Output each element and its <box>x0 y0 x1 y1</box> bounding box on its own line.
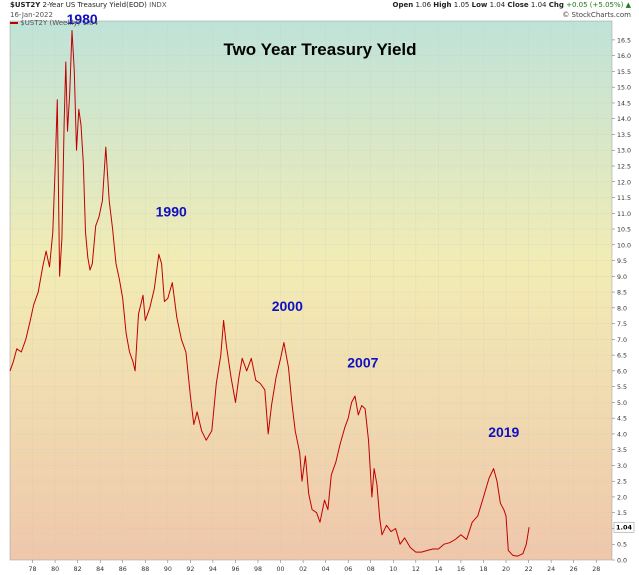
y-tick-label: 14.5 <box>617 100 631 107</box>
open-label: Open <box>392 1 414 9</box>
x-tick-label: 96 <box>231 566 239 573</box>
ticker-description: 2-Year US Treasury Yield(EOD) <box>42 1 147 9</box>
x-tick-label: 04 <box>322 566 330 573</box>
ticker-symbol[interactable]: $UST2Y <box>10 1 41 9</box>
x-tick-label: 92 <box>186 566 194 573</box>
y-tick-label: 4.5 <box>617 416 627 423</box>
y-tick-label: 12.0 <box>617 179 631 186</box>
y-tick-label: 11.0 <box>617 211 631 218</box>
x-tick-label: 82 <box>74 566 82 573</box>
high-label: High <box>433 1 452 9</box>
y-tick-label: 4.0 <box>617 431 627 438</box>
y-tick-label: 3.0 <box>617 463 627 470</box>
low-label: Low <box>471 1 488 9</box>
y-tick-label: 5.0 <box>617 400 627 407</box>
y-tick-label: 2.0 <box>617 494 627 501</box>
y-tick-label: 15.0 <box>617 85 631 92</box>
x-tick-label: 84 <box>96 566 104 573</box>
y-tick-label: 11.5 <box>617 195 631 202</box>
x-tick-label: 10 <box>389 566 397 573</box>
y-tick-label: 13.0 <box>617 148 631 155</box>
y-tick-label: 14.0 <box>617 116 631 123</box>
annotations: 1980 1990 2000 2007 2019 <box>67 11 520 440</box>
x-tick-label: 28 <box>592 566 600 573</box>
y-tick-label: 5.5 <box>617 384 627 391</box>
y-tick-label: 8.0 <box>617 305 627 312</box>
legend-swatch-icon <box>10 22 18 24</box>
y-tick-label: 7.5 <box>617 321 627 328</box>
annotation-label: 2000 <box>272 298 303 314</box>
yield-line <box>9 30 530 557</box>
annotation-label: 2019 <box>488 424 519 440</box>
chart-header-bottom: 16-Jan-2022 © StockCharts.com <box>0 11 639 21</box>
annotation-label: 2007 <box>347 355 378 371</box>
x-tick-label: 24 <box>547 566 555 573</box>
chg-label: Chg <box>548 1 564 9</box>
x-tick-label: 90 <box>164 566 172 573</box>
y-tick-label: 9.0 <box>617 274 627 281</box>
x-tick-label: 98 <box>254 566 262 573</box>
x-tick-label: 22 <box>525 566 533 573</box>
y-tick-label: 13.5 <box>617 132 631 139</box>
y-tick-label: 6.5 <box>617 353 627 360</box>
y-tick-label: 16.5 <box>617 37 631 44</box>
chart-date: 16-Jan-2022 <box>10 11 53 19</box>
x-tick-label: 02 <box>299 566 307 573</box>
last-value-box <box>613 521 635 533</box>
y-tick-label: 0.5 <box>617 542 627 549</box>
x-tick-label: 26 <box>570 566 578 573</box>
x-axis: 78 80 82 84 86 88 90 92 94 96 98 00 02 04 06 08 10 12 14 16… <box>29 560 600 573</box>
legend: $UST2Y (Weekly) 1.04 <box>10 19 98 27</box>
y-tick-label: 0.0 <box>617 558 627 565</box>
chart-header-top: $UST2Y 2-Year US Treasury Yield(EOD) IND… <box>0 1 639 11</box>
y-tick-label: 8.5 <box>617 290 627 297</box>
legend-label: $UST2Y (Weekly) 1.04 <box>20 19 99 27</box>
low-value: 1.04 <box>489 1 506 9</box>
y-tick-label: 16.0 <box>617 53 631 60</box>
stockcharts-logo[interactable]: © StockCharts.com <box>562 11 631 19</box>
high-value: 1.05 <box>453 1 470 9</box>
chart-title: Two Year Treasury Yield <box>223 40 416 59</box>
plot-area <box>9 20 613 561</box>
ticker-exchange: INDX <box>149 1 167 9</box>
chg-value: +0.05 (+5.05%) <box>566 1 624 9</box>
annotation-label: 1980 <box>67 11 98 27</box>
annotation-label: 1990 <box>156 203 187 219</box>
x-tick-label: 14 <box>434 566 442 573</box>
y-tick-label: 6.0 <box>617 368 627 375</box>
last-value-text: 1.04 <box>616 524 633 532</box>
y-tick-label: 7.0 <box>617 337 627 344</box>
open-value: 1.06 <box>415 1 432 9</box>
last-value-badge: 1.04 <box>613 521 635 533</box>
close-label: Close <box>507 1 529 9</box>
x-tick-label: 00 <box>277 566 285 573</box>
y-axis: 0.00.51.01.52.02.53.03.54.04.55.05.56.06… <box>612 37 631 565</box>
x-tick-label: 16 <box>457 566 465 573</box>
x-tick-label: 86 <box>119 566 127 573</box>
y-tick-label: 3.5 <box>617 447 627 454</box>
x-tick-label: 18 <box>479 566 487 573</box>
x-tick-label: 78 <box>29 566 37 573</box>
x-tick-label: 12 <box>412 566 420 573</box>
y-tick-label: 12.5 <box>617 163 631 170</box>
x-tick-label: 80 <box>51 566 59 573</box>
up-arrow-icon: ▲ <box>625 1 631 9</box>
close-value: 1.04 <box>530 1 547 9</box>
y-tick-label: 10.5 <box>617 227 631 234</box>
y-tick-label: 10.0 <box>617 242 631 249</box>
y-tick-label: 1.5 <box>617 510 627 517</box>
x-tick-label: 94 <box>209 566 217 573</box>
x-tick-label: 08 <box>367 566 375 573</box>
y-tick-label: 15.5 <box>617 69 631 76</box>
x-tick-label: 88 <box>141 566 149 573</box>
y-tick-label: 9.5 <box>617 258 627 265</box>
x-tick-label: 20 <box>502 566 510 573</box>
x-tick-label: 06 <box>344 566 352 573</box>
y-tick-label: 2.5 <box>617 479 627 486</box>
